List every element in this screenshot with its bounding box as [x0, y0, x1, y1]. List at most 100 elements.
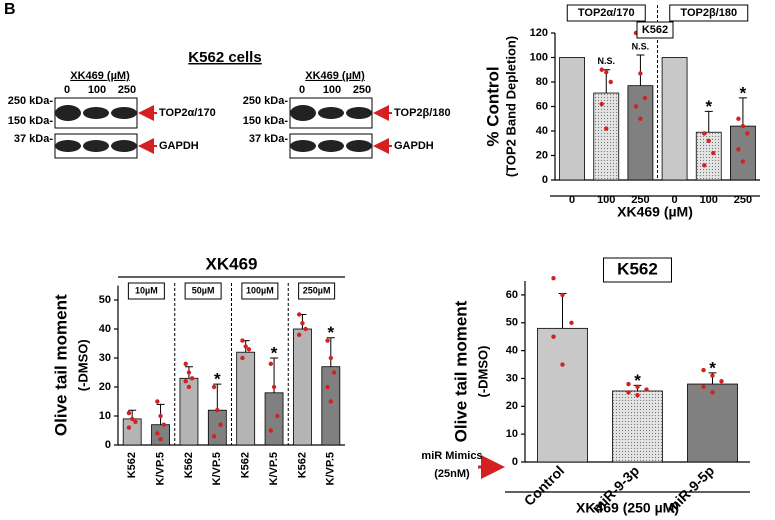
data-point [325, 338, 330, 343]
y-tick-label: 60 [536, 100, 548, 112]
bar [207, 409, 227, 446]
dose-label: 250 [353, 84, 371, 96]
data-point [642, 95, 648, 101]
y-axis-label: (-DMSO) [475, 346, 490, 398]
y-tick-label: 10 [506, 428, 518, 440]
data-point [158, 437, 163, 442]
blot-title: K562 cells [188, 49, 261, 66]
x-tick-label: 100 [597, 194, 615, 206]
significance-label: * [328, 323, 335, 342]
band [55, 140, 81, 152]
title-box [603, 257, 672, 283]
data-point [635, 384, 640, 390]
group-box [298, 282, 336, 300]
data-point [126, 425, 132, 430]
inset-label: K562 [642, 24, 668, 36]
marker-label: 37 kDa- [249, 133, 288, 145]
data-point [303, 326, 308, 332]
data-point [215, 408, 220, 413]
data-point [275, 413, 280, 419]
data-point [711, 150, 716, 156]
bar [661, 57, 688, 181]
marker-label: 250 kDa- [8, 95, 54, 107]
x-tick-label: K/VP.5 [211, 452, 223, 485]
significance-label: * [705, 97, 712, 116]
bar [593, 92, 620, 181]
data-point [183, 361, 188, 366]
group-label: TOP2β/180 [680, 7, 737, 19]
data-point [246, 347, 252, 352]
bar [122, 418, 142, 446]
y-tick-label: 40 [99, 323, 111, 335]
data-point [633, 104, 639, 109]
y-tick-label: 10 [99, 410, 111, 422]
x-tick-label: Control [521, 462, 568, 509]
x-tick-label: 0 [672, 194, 678, 206]
bar [264, 392, 284, 446]
error-bar [558, 293, 567, 329]
data-point [560, 362, 565, 367]
data-point [604, 70, 609, 75]
bar [730, 125, 756, 181]
band-label: GAPDH [159, 140, 199, 152]
data-point [296, 312, 302, 317]
y-tick-label: 0 [105, 439, 111, 451]
panel-label: B [4, 1, 16, 18]
band-label: TOP2α/170 [159, 107, 216, 119]
y-tick-label: 100 [530, 51, 548, 63]
band [346, 140, 372, 152]
band [318, 107, 344, 119]
data-point [296, 332, 302, 337]
bar [236, 351, 256, 446]
significance-label: * [214, 370, 221, 389]
dose-label: 100 [323, 84, 341, 96]
group-label: 250µM [303, 285, 331, 295]
data-point [626, 390, 631, 395]
bar [612, 390, 663, 463]
treatment-label: XK469 (µM) [70, 70, 130, 82]
data-point [240, 338, 245, 343]
bar [293, 328, 312, 446]
error-bar [636, 54, 645, 86]
data-point [702, 163, 707, 168]
dose-label: 250 [118, 84, 136, 96]
data-point [710, 373, 715, 378]
data-point [218, 422, 223, 427]
group-box [566, 4, 646, 22]
x-tick-label: K/VP.5 [154, 452, 166, 485]
data-point [211, 434, 217, 439]
x-tick-label: 100 [700, 194, 718, 206]
significance-label: * [634, 371, 641, 390]
error-bar [704, 110, 713, 133]
data-point [740, 159, 746, 164]
data-point [186, 384, 192, 390]
band [83, 140, 109, 152]
y-tick-label: 50 [99, 294, 111, 306]
y-tick-label: 60 [506, 289, 518, 301]
y-tick-label: 40 [506, 345, 518, 357]
y-tick-label: 20 [506, 400, 518, 412]
y-axis-label: Olive tail moment [51, 294, 70, 436]
data-point [155, 431, 160, 436]
data-point [701, 367, 706, 373]
bar [559, 57, 585, 181]
treatment-label: XK469 (µM) [305, 70, 365, 82]
marker-label: 150 kDa- [8, 115, 54, 127]
data-point [186, 370, 192, 375]
band-label: TOP2β/180 [394, 107, 451, 119]
group-box [669, 4, 749, 22]
bar [537, 327, 588, 463]
dose-label: 0 [64, 84, 70, 96]
group-label: 50µM [192, 285, 215, 295]
data-point [626, 381, 631, 387]
error-bar [738, 97, 747, 127]
y-tick-label: 20 [99, 381, 111, 393]
bar [151, 424, 170, 446]
inset-box [636, 21, 674, 39]
bar [687, 383, 738, 463]
group-label: 100µM [246, 285, 274, 295]
bar [321, 366, 341, 446]
x-tick-label: 250 [631, 194, 649, 206]
group-label: TOP2α/170 [578, 7, 635, 19]
